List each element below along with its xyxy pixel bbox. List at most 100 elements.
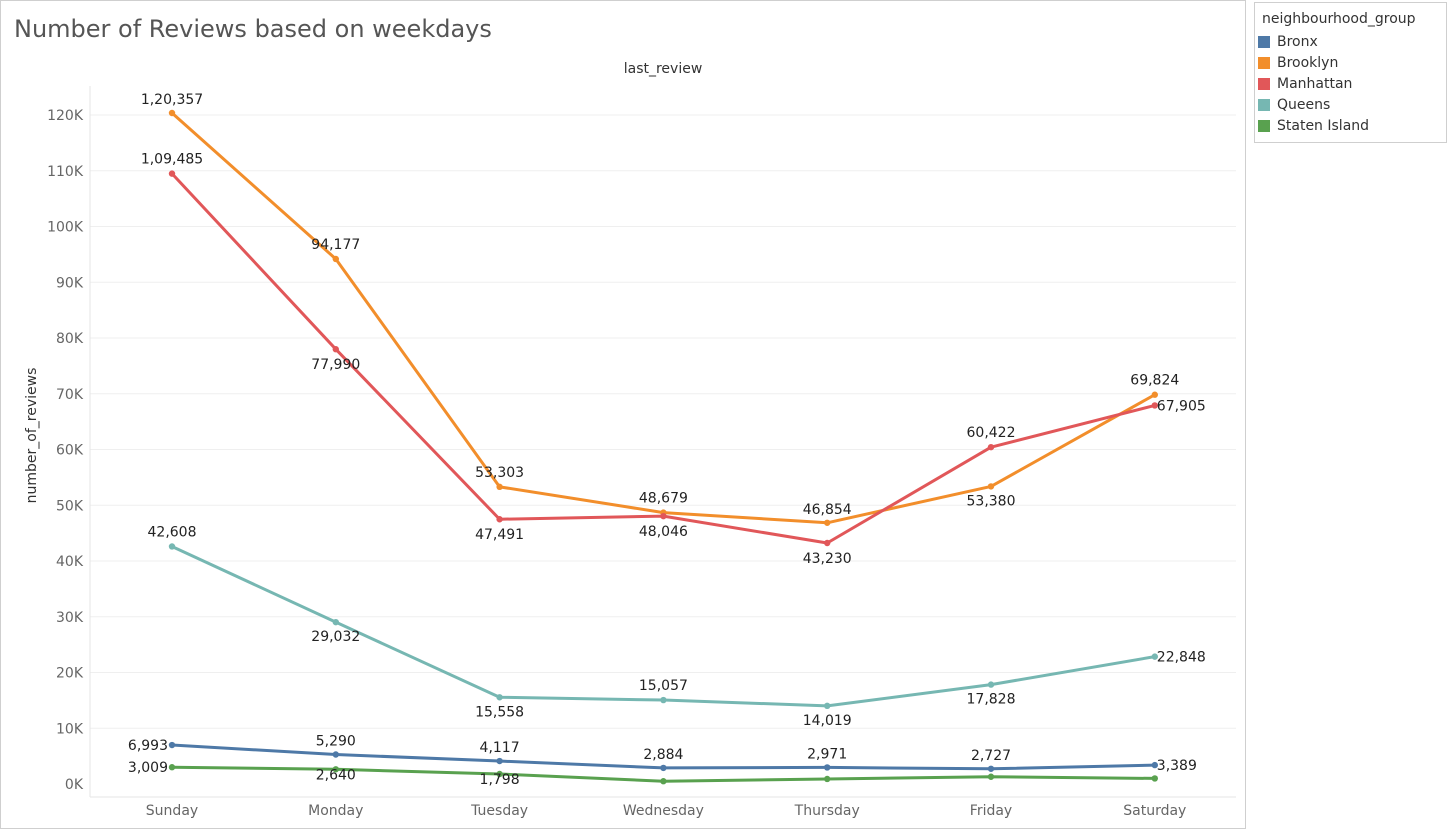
- x-tick-label: Tuesday: [470, 803, 528, 819]
- legend-item-brooklyn[interactable]: Brooklyn: [1255, 52, 1446, 73]
- data-point-manhattan: [987, 443, 995, 451]
- data-label-staten-island: 1,798: [480, 772, 520, 788]
- y-tick-label: 20K: [56, 666, 84, 682]
- data-point-bronx: [168, 741, 176, 749]
- data-point-staten-island: [660, 778, 667, 785]
- data-label-staten-island: 2,640: [316, 767, 356, 783]
- legend-swatch: [1258, 35, 1270, 48]
- data-label-queens: 42,608: [148, 524, 197, 540]
- data-label-bronx: 5,290: [316, 734, 356, 750]
- data-point-manhattan: [496, 516, 503, 523]
- data-point-queens: [824, 702, 831, 710]
- x-tick-label: Thursday: [794, 803, 860, 819]
- data-label-brooklyn: 69,824: [1130, 373, 1179, 389]
- data-point-bronx: [332, 751, 339, 758]
- data-label-bronx: 6,993: [128, 738, 168, 754]
- data-label-queens: 15,558: [475, 704, 524, 720]
- legend-label: Staten Island: [1277, 117, 1370, 134]
- data-point-bronx: [660, 764, 667, 772]
- data-point-queens: [332, 618, 339, 626]
- y-tick-label: 40K: [56, 554, 84, 570]
- legend-swatch: [1258, 119, 1270, 132]
- data-label-queens: 22,848: [1157, 650, 1206, 666]
- legend-item-staten-island[interactable]: Staten Island: [1255, 115, 1446, 136]
- y-axis-title: number_of_reviews: [24, 368, 40, 504]
- data-label-manhattan: 48,046: [639, 524, 688, 540]
- data-label-bronx: 2,884: [643, 747, 683, 763]
- legend-swatch: [1258, 56, 1270, 69]
- chart-plot: last_review 0K 10K 20K 30K 40K 50K 60K 70K 80K 90K…: [24, 61, 1236, 819]
- data-point-manhattan: [660, 512, 667, 520]
- chart-title: Number of Reviews based on weekdays: [14, 15, 492, 43]
- data-label-brooklyn: 1,20,357: [141, 92, 203, 108]
- data-label-bronx: 2,971: [807, 746, 847, 762]
- data-label-queens: 29,032: [311, 629, 360, 645]
- data-point-bronx: [1151, 761, 1159, 769]
- data-point-brooklyn: [987, 483, 995, 490]
- data-point-brooklyn: [496, 483, 503, 491]
- data-label-manhattan: 60,422: [967, 425, 1016, 441]
- legend-swatch: [1258, 77, 1270, 90]
- x-tick-label: Wednesday: [623, 803, 704, 819]
- data-label-brooklyn: 46,854: [803, 502, 852, 518]
- legend-label: Queens: [1277, 96, 1331, 113]
- x-tick-label: Monday: [308, 803, 363, 819]
- data-point-queens: [660, 696, 667, 704]
- y-tick-label: 0K: [65, 777, 84, 793]
- data-point-staten-island: [332, 766, 339, 773]
- data-point-staten-island: [1151, 775, 1159, 782]
- column-header: last_review: [624, 61, 703, 77]
- data-point-queens: [1151, 653, 1159, 660]
- y-tick-label: 100K: [47, 220, 84, 236]
- y-tick-label: 70K: [56, 387, 84, 403]
- data-point-staten-island: [987, 773, 995, 780]
- data-label-brooklyn: 53,303: [475, 465, 524, 481]
- y-tick-label: 50K: [56, 498, 84, 514]
- y-tick-label: 120K: [47, 108, 84, 124]
- legend-title: neighbourhood_group: [1262, 11, 1416, 27]
- data-point-queens: [496, 694, 503, 701]
- data-label-manhattan: 77,990: [311, 357, 360, 373]
- data-point-staten-island: [824, 775, 831, 783]
- legend-label: Bronx: [1277, 33, 1318, 50]
- y-tick-label: 110K: [47, 164, 84, 180]
- data-point-brooklyn: [1151, 391, 1159, 398]
- chart-frame: Number of Reviews based on weekdays: [0, 0, 1246, 829]
- legend-items: Bronx Brooklyn Manhattan Queens Staten Islan…: [1255, 31, 1446, 136]
- x-tick-label: Friday: [970, 803, 1012, 819]
- legend-swatch: [1258, 98, 1270, 111]
- data-label-brooklyn: 48,679: [639, 491, 688, 507]
- y-tick-label: 30K: [56, 610, 84, 626]
- data-label-manhattan: 47,491: [475, 527, 524, 543]
- data-label-brooklyn: 94,177: [311, 237, 360, 253]
- legend: neighbourhood_group Bronx Brooklyn Manhatt…: [1254, 2, 1447, 143]
- y-tick-label: 80K: [56, 331, 84, 347]
- data-label-queens: 14,019: [803, 713, 852, 729]
- data-point-manhattan: [168, 170, 176, 177]
- legend-item-manhattan[interactable]: Manhattan: [1255, 73, 1446, 94]
- data-label-manhattan: 1,09,485: [141, 152, 203, 168]
- data-label-bronx: 3,389: [1157, 758, 1197, 774]
- data-label-bronx: 4,117: [480, 740, 520, 756]
- data-label-manhattan: 67,905: [1157, 398, 1206, 414]
- legend-label: Brooklyn: [1277, 54, 1339, 71]
- data-point-staten-island: [168, 764, 176, 771]
- data-point-brooklyn: [168, 109, 176, 117]
- data-point-staten-island: [496, 770, 503, 778]
- series-line-brooklyn: [171, 111, 1156, 525]
- data-label-bronx: 2,727: [971, 748, 1011, 764]
- x-tick-label: Sunday: [146, 803, 198, 819]
- legend-item-queens[interactable]: Queens: [1255, 94, 1446, 115]
- data-label-queens: 17,828: [967, 692, 1016, 708]
- data-label-brooklyn: 53,380: [967, 493, 1016, 509]
- y-tick-label: 10K: [56, 721, 84, 737]
- y-tick-label: 90K: [56, 275, 84, 291]
- data-point-manhattan: [1151, 402, 1159, 409]
- x-tick-label: Saturday: [1123, 803, 1186, 819]
- data-point-brooklyn: [332, 255, 339, 263]
- legend-item-bronx[interactable]: Bronx: [1255, 31, 1446, 52]
- data-point-bronx: [496, 757, 503, 765]
- data-point-brooklyn: [824, 519, 831, 526]
- data-point-manhattan: [332, 346, 339, 353]
- data-label-staten-island: 3,009: [128, 760, 168, 776]
